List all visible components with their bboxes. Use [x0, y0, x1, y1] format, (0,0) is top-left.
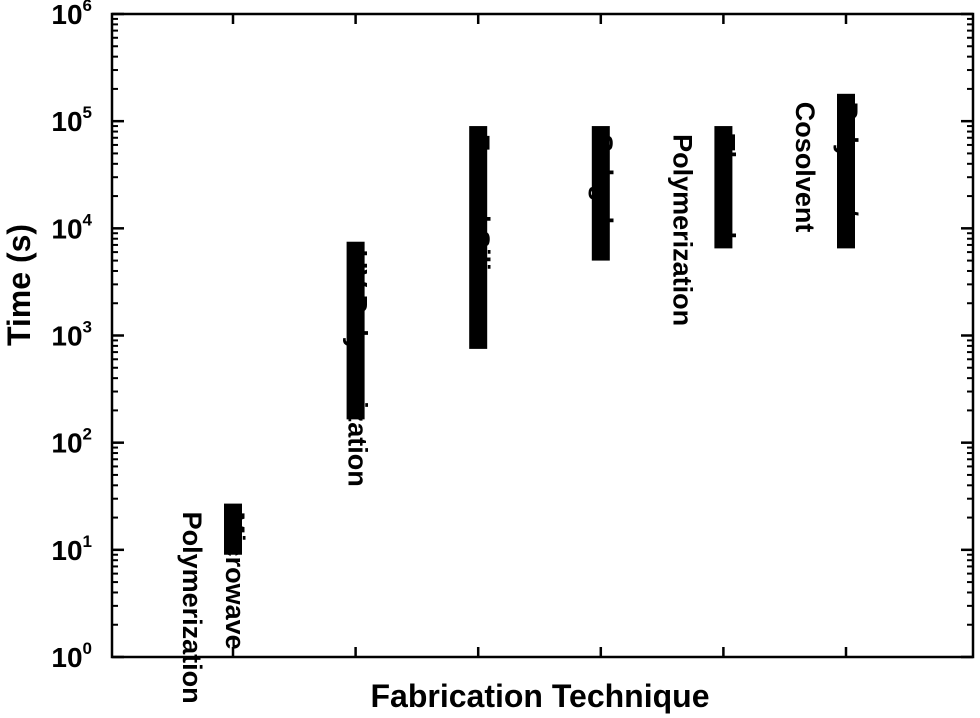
y-axis-title: Time (s)	[1, 224, 37, 346]
range-bar	[346, 241, 365, 420]
bar-label: ThermalPolymerization	[667, 134, 740, 326]
bar-label: Polymer/Cosolvent	[790, 102, 863, 233]
y-tick-label: 100	[51, 639, 92, 673]
range-bar	[837, 93, 855, 249]
bar-label: Sol-gel	[588, 134, 618, 224]
x-axis-title: Fabrication Technique	[371, 678, 710, 714]
bar-labels: MicrowavePolymerization UV Polymerization…	[177, 102, 863, 704]
bar-label: UV Polymerization	[343, 250, 373, 487]
x-axis-ticks	[231, 14, 848, 657]
range-bar	[224, 503, 242, 555]
bar-label: Fumed Silica	[465, 134, 495, 302]
bar-label: MicrowavePolymerization	[177, 512, 250, 704]
y-tick-label: 102	[51, 425, 92, 459]
y-tick-label: 105	[51, 103, 92, 137]
range-bar	[714, 126, 733, 249]
y-tick-label: 104	[51, 210, 92, 244]
y-tick-label: 101	[51, 532, 92, 566]
range-bar	[469, 126, 488, 349]
y-tick-label: 106	[51, 0, 92, 30]
range-bar	[591, 126, 610, 261]
y-axis-ticks: 100 101 102 103 104 105 106	[51, 0, 973, 673]
bars	[224, 93, 855, 555]
y-tick-label: 103	[51, 318, 92, 352]
